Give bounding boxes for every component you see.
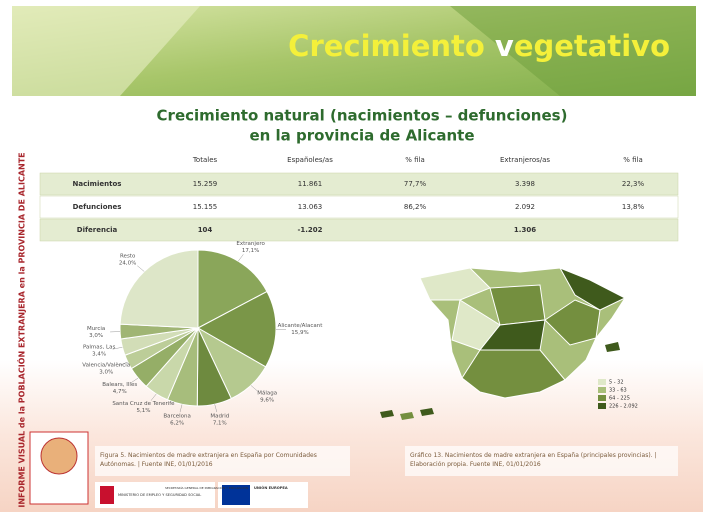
table-cell: 13.063 [298,203,323,211]
leader-line [150,393,157,401]
table-header: % fila [405,156,425,164]
leader-line [112,346,123,350]
legend-swatch [598,387,606,393]
caption-line: Gráfico 13. Nacimientos de madre extranj… [410,452,657,459]
caption-line: Elaboración propia. Fuente INE, 01/01/20… [410,461,541,468]
slice-value: 4,7% [113,389,127,395]
eu-flag [222,485,250,505]
table-header: Españoles/as [287,156,333,164]
slice-value: 5,1% [136,408,150,414]
row-label: Defunciones [73,203,122,211]
row-label: Diferencia [77,226,118,234]
slice-value: 7,1% [213,420,227,426]
logo-text: UNIÓN EUROPEA [254,485,288,490]
decor [450,6,696,96]
leader-line [250,385,258,392]
slice-value: 3,0% [99,370,113,376]
table-cell: 86,2% [404,203,427,211]
pie-slice [119,249,199,329]
pie-slice [196,290,277,368]
legend-swatch [598,395,606,401]
caption-box [405,446,678,476]
slice-label: Málaga [257,390,277,397]
table-cell: 15.259 [193,180,218,188]
subtitle: Crecimiento natural (nacimientos – defun… [157,107,568,125]
table-cell: 104 [198,226,213,234]
leader-line [130,377,139,384]
table-cell: 3.398 [515,180,535,188]
header-title: Crecimiento vegetativo [288,29,670,63]
logo-icon [100,486,114,504]
table-cell: 77,7% [404,180,427,188]
legend-swatch [598,403,606,409]
slice-label: Barcelona [163,414,190,420]
table-header: Totales [192,156,218,164]
slice-value: 3,4% [92,352,106,358]
slice-label: Madrid [210,413,229,419]
slice-value: 6,2% [170,421,184,427]
leader-line [179,404,183,413]
subtitle: en la provincia de Alicante [249,127,474,145]
slice-value: 3,0% [89,333,103,339]
map [380,267,627,420]
slice-label: Palmas, Las [83,345,115,351]
slice-label: Valencia/València [82,362,130,369]
slice-label: Santa Cruz de Tenerife [112,401,175,407]
table-header: % fila [623,156,643,164]
legend-label: 226 - 2.092 [609,404,638,410]
table-cell: 1.306 [514,226,536,234]
logo-text: MINISTERIO DE EMPLEO Y SEGURIDAD SOCIAL [118,493,201,497]
table-cell: 13,8% [622,203,645,211]
decor [12,6,200,96]
slice-label: Resto [120,253,136,259]
slice-value: 15,9% [291,330,308,336]
slice-value: 17,1% [242,248,259,254]
table-cell: -1.202 [297,226,322,234]
row-label: Nacimientos [73,180,122,188]
caption-box [95,446,350,476]
caption-line: Autónomas. | Fuente INE, 01/01/2016 [100,461,213,468]
slice-label: Balears, Illes [102,382,137,388]
slice-value: 9,6% [260,398,274,404]
legend-label: 33 - 63 [609,388,627,394]
legend-label: 64 - 225 [609,396,630,402]
table-cell: 22,3% [622,180,645,188]
table-cell: 2.092 [515,203,535,211]
table-row [39,195,679,219]
leader-line [214,404,218,413]
side-text: INFORME VISUAL de la POBLACIÓN EXTRANJER… [16,152,27,507]
leader-line [238,254,244,262]
slice-label: Alicante/Alacant [278,323,324,329]
table-cell: 11.861 [298,180,323,188]
table-cell: 15.155 [193,203,218,211]
logo [95,482,215,508]
slice-label: Murcia [87,326,105,332]
leader-line [137,265,145,272]
logo-text: SECRETARÍA GENERAL DE INMIGRACIÓN Y EMIG… [165,485,248,490]
leader-line [118,361,128,366]
table-header: Extranjeros/as [500,156,550,164]
logo-icon [40,437,78,475]
slice-label: Extranjero [236,241,265,247]
table-row [39,172,679,196]
legend-swatch [598,379,606,385]
caption: Figura 5. Nacimientos de madre extranjer… [100,452,317,468]
slice-value: 24,0% [119,260,136,266]
caption-line: Figura 5. Nacimientos de madre extranjer… [100,452,317,459]
caption: Gráfico 13. Nacimientos de madre extranj… [410,452,657,468]
table-row [39,218,679,242]
legend-label: 5 - 32 [609,380,624,386]
